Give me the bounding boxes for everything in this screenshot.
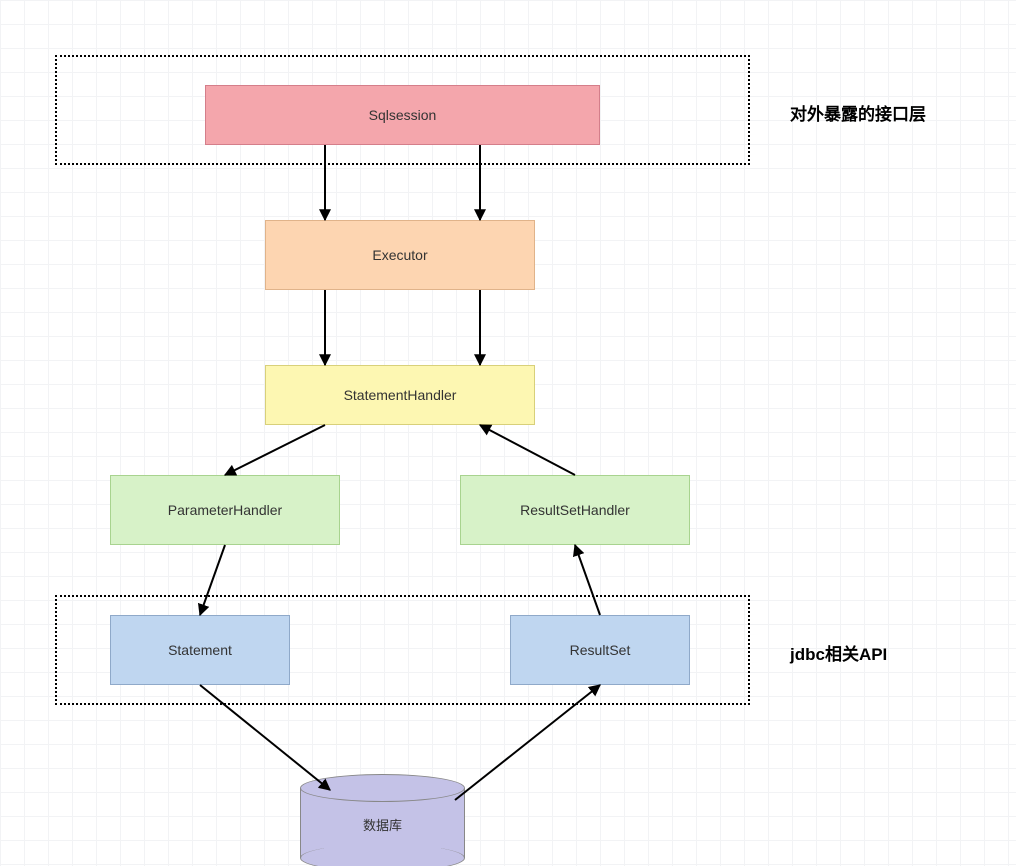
node-statement: Statement — [110, 615, 290, 685]
node-statementhandler: StatementHandler — [265, 365, 535, 425]
database-top-cap — [300, 774, 465, 802]
diagram-layer: 对外暴露的接口层 jdbc相关API Sqlsession Executor S… — [0, 0, 1016, 866]
edge-rsh_to_stmt — [480, 425, 575, 475]
node-text: Sqlsession — [369, 107, 437, 123]
node-text: Executor — [372, 247, 427, 263]
label-jdbc-layer: jdbc相关API — [790, 640, 887, 665]
node-executor: Executor — [265, 220, 535, 290]
node-text: ParameterHandler — [168, 502, 282, 518]
node-parameterhandler: ParameterHandler — [110, 475, 340, 545]
node-text: StatementHandler — [344, 387, 457, 403]
node-resultsethandler: ResultSetHandler — [460, 475, 690, 545]
node-text: Statement — [168, 642, 232, 658]
node-sqlsession: Sqlsession — [205, 85, 600, 145]
database-bottom-cap — [300, 844, 465, 866]
node-text: ResultSet — [570, 642, 631, 658]
database-label: 数据库 — [300, 815, 465, 834]
node-resultset: ResultSet — [510, 615, 690, 685]
edge-stmt_to_param — [225, 425, 325, 475]
node-text: ResultSetHandler — [520, 502, 630, 518]
label-api-layer: 对外暴露的接口层 — [790, 100, 926, 125]
node-database: 数据库 — [300, 774, 465, 866]
